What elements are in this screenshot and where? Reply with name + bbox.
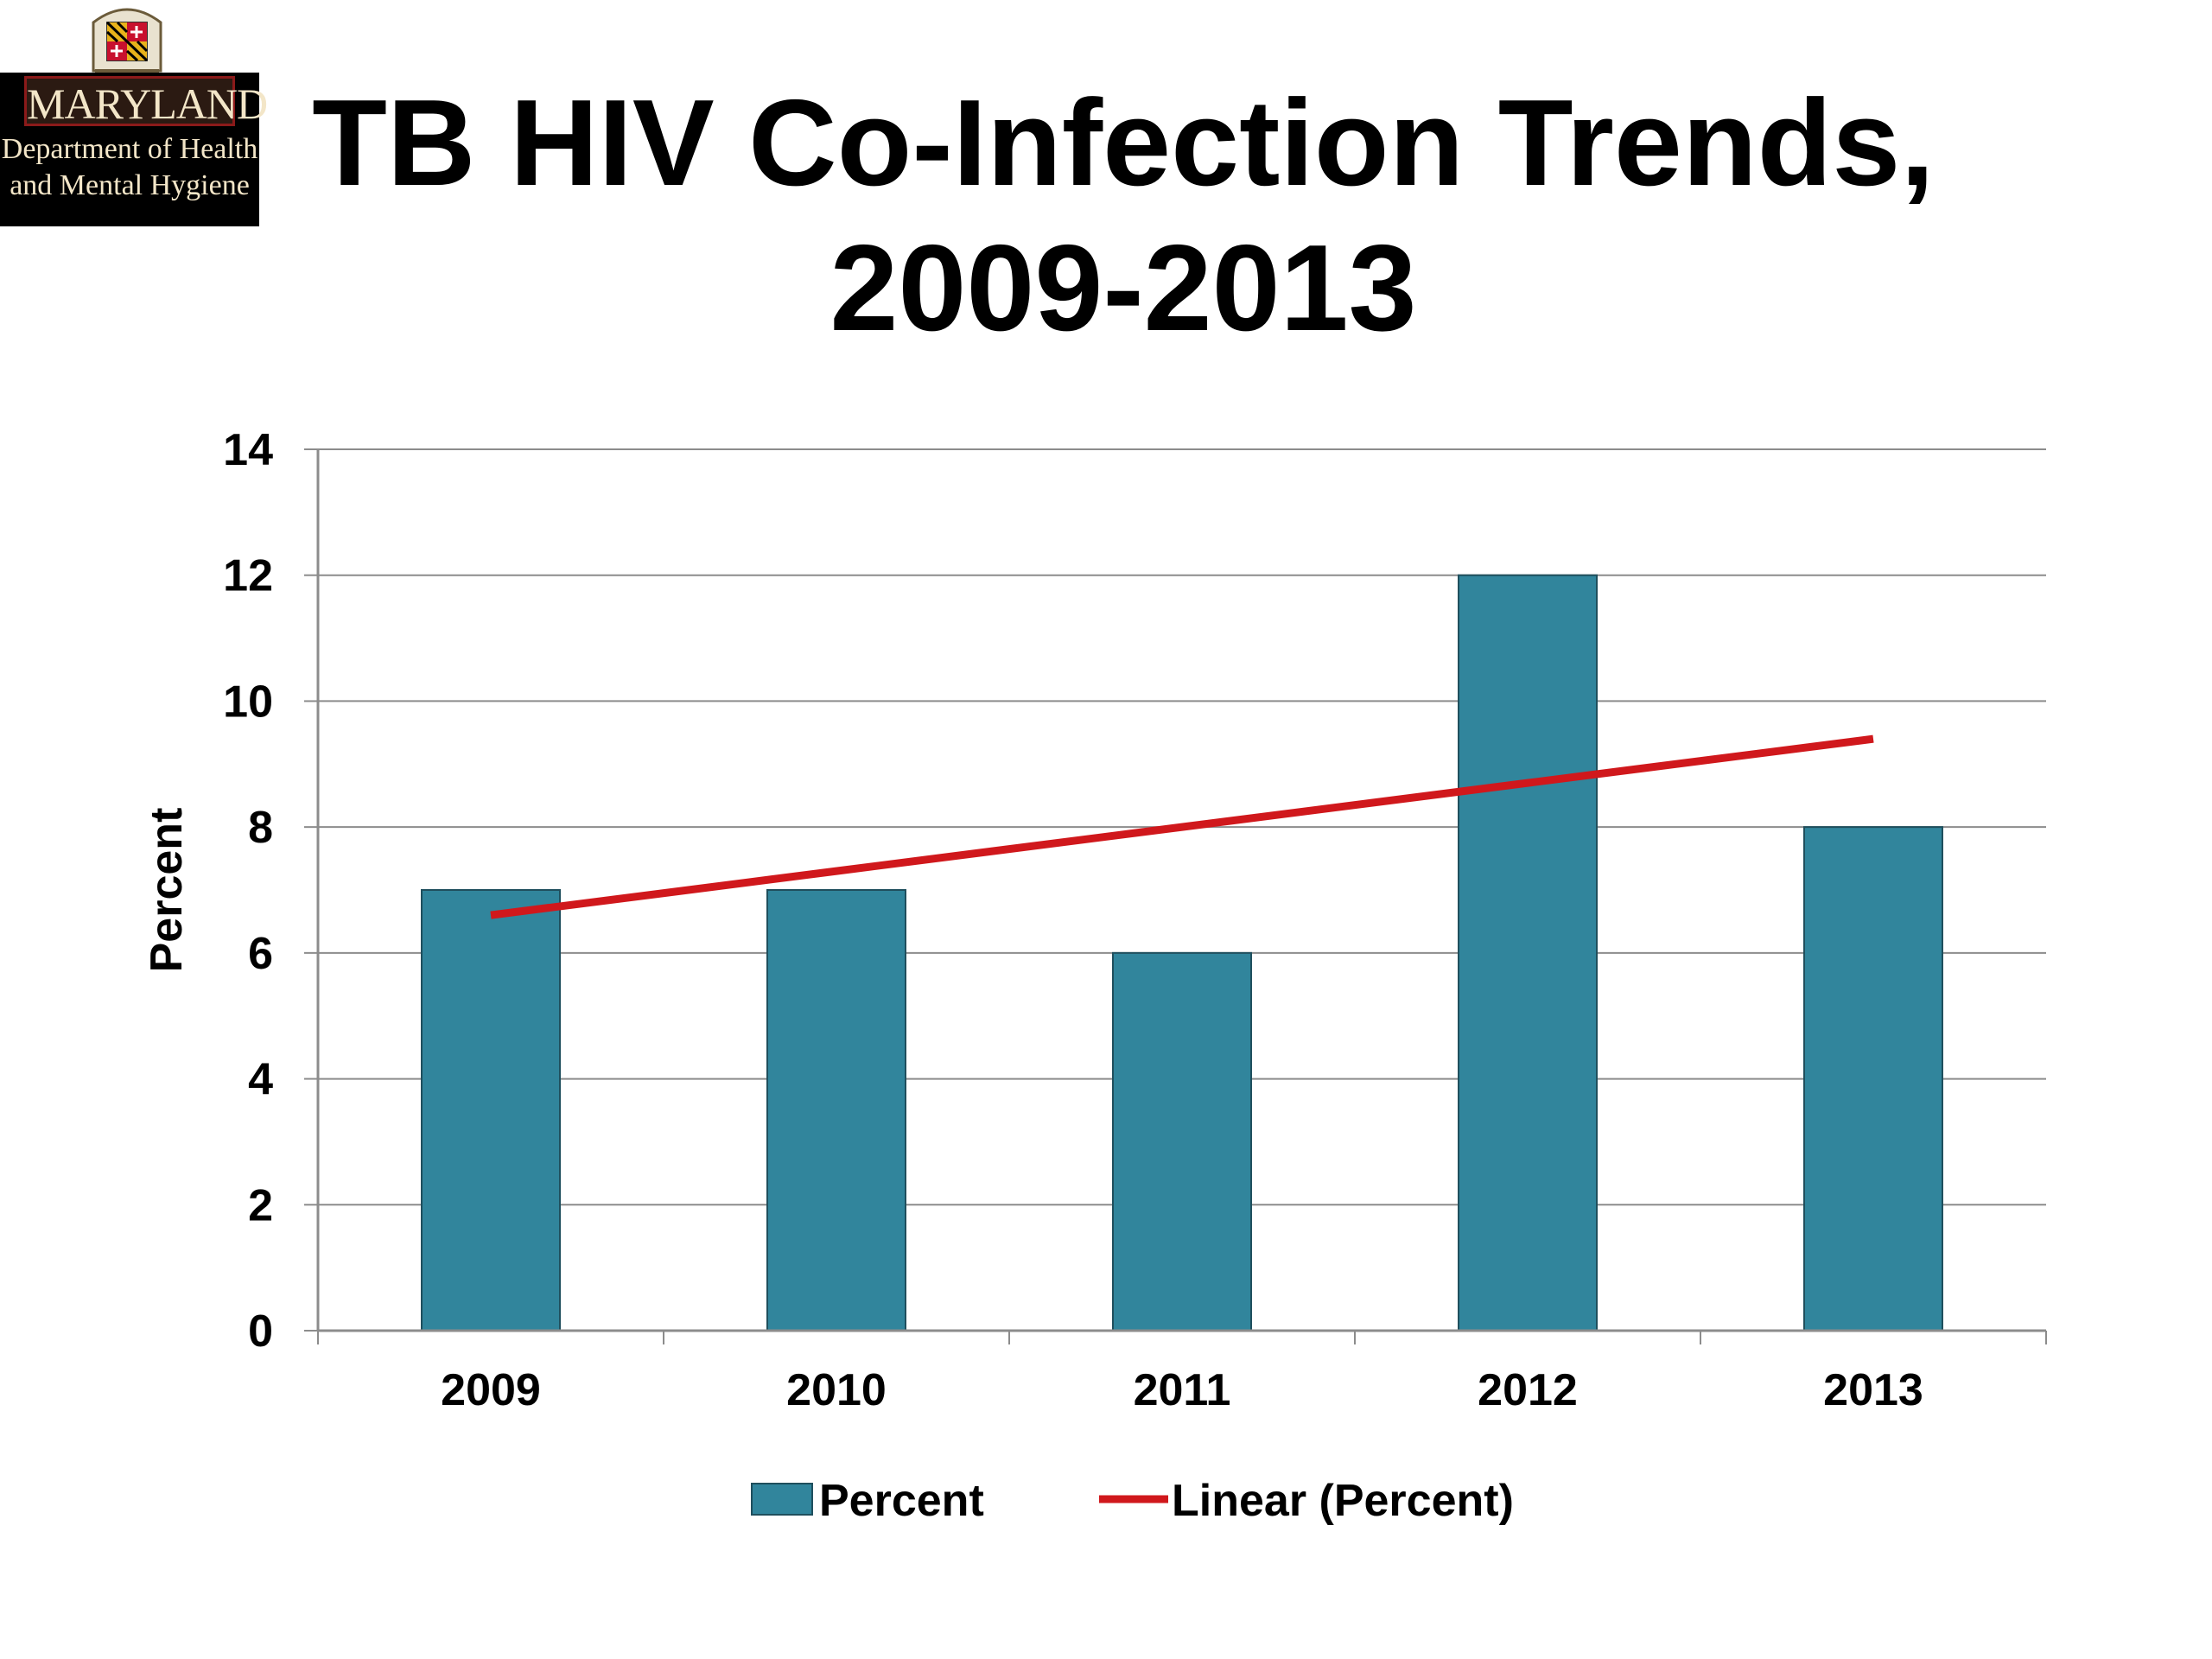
y-tick-label-0: 0 [248,1306,273,1357]
bar-2010 [766,889,906,1332]
y-tick-label-10: 10 [223,677,273,727]
x-tick-label-2011: 2011 [1134,1365,1231,1415]
logo-panel: MARYLAND Department of Health and Mental… [0,73,268,226]
slide-title: TB HIV Co-Infection Trends, 2009-2013 [259,71,1987,361]
x-tick-label-2009: 2009 [441,1365,541,1415]
bar-2013 [1803,826,1943,1332]
legend-swatch-percent [751,1483,813,1516]
maryland-seal-icon [92,8,162,73]
maryland-dhmh-logo: MARYLAND Department of Health and Mental… [0,0,268,226]
y-axis-title: Percent [142,808,192,973]
bar-2011 [1112,951,1252,1332]
legend-label-percent: Percent [819,1476,984,1526]
y-tick-label-6: 6 [248,929,273,979]
bar-2012 [1458,574,1598,1332]
y-tick-label-12: 12 [223,551,273,601]
y-tick-label-8: 8 [248,803,273,853]
y-tick-label-4: 4 [248,1055,273,1105]
trendline-linear-percent [490,734,1874,919]
slide-title-line-2: 2009-2013 [830,219,1417,357]
logo-wordmark: MARYLAND [24,76,268,128]
y-tick-label-14: 14 [223,425,273,475]
x-tick-label-2012: 2012 [1478,1365,1578,1415]
slide-title-line-1: TB HIV Co-Infection Trends, [312,74,1935,212]
legend-label-linear: Linear (Percent) [1172,1476,1514,1526]
x-tick-label-2013: 2013 [1823,1365,1923,1415]
y-tick-label-2: 2 [248,1180,273,1230]
logo-subtitle-line-2: and Mental Hygiene [10,169,250,201]
x-tick-label-2010: 2010 [786,1365,887,1415]
logo-subtitle-line-1: Department of Health [1,133,258,165]
bar-2009 [421,889,561,1332]
